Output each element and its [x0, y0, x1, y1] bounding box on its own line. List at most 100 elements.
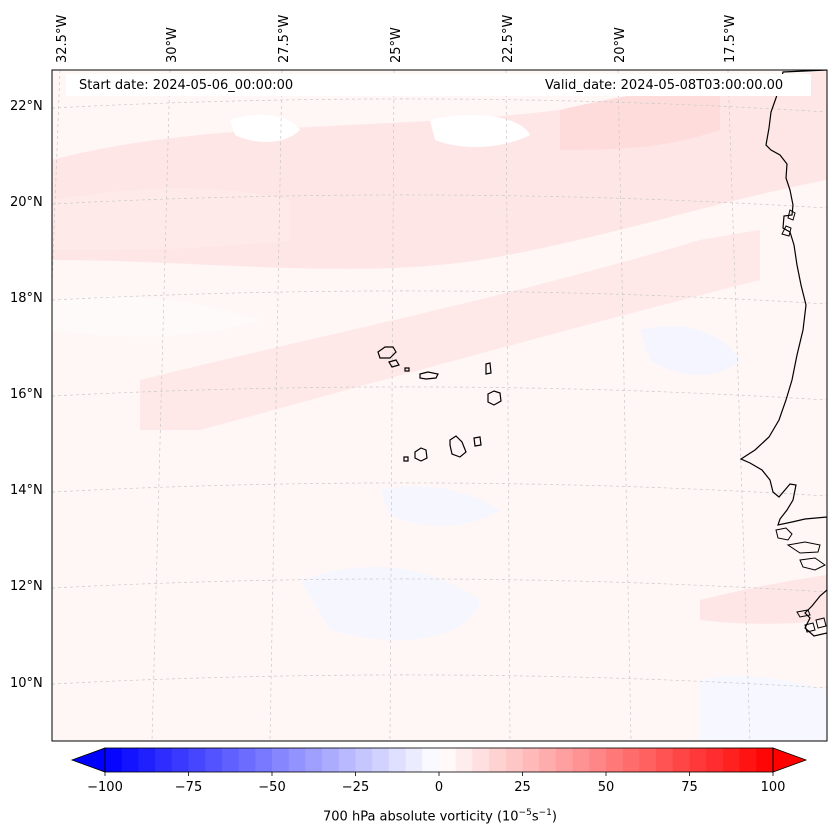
colorbar-segment — [706, 748, 724, 772]
coastal-island — [787, 209, 796, 221]
header-bar — [66, 74, 811, 96]
coastal-inlet — [786, 541, 821, 554]
vorticity-band — [140, 230, 760, 430]
colorbar — [70, 747, 808, 776]
lon-label: 17.5°W — [723, 14, 738, 63]
meridians — [52, 70, 751, 741]
lon-label: 20°W — [613, 27, 628, 63]
colorbar-tick-label: −25 — [341, 780, 370, 795]
colorbar-segment — [756, 748, 774, 772]
colorbar-segment — [555, 748, 574, 772]
colorbar-segment — [188, 748, 206, 772]
colorbar-segment — [472, 748, 490, 772]
bijagos-island — [804, 622, 816, 633]
bijagos-island — [796, 609, 811, 618]
lon-label: 25°W — [389, 27, 404, 63]
vorticity-patch — [230, 114, 300, 142]
valid-date-label: Valid_date: 2024-05-08T03:00:00.00 — [545, 78, 784, 93]
colorbar-segment — [672, 748, 690, 772]
map-frame — [51, 69, 828, 742]
colorbar-segment — [639, 748, 657, 772]
colorbar-segment — [272, 748, 290, 772]
colorbar-extend-low — [70, 747, 106, 773]
colorbar-segment — [121, 748, 139, 772]
colorbar-segment — [171, 748, 189, 772]
colorbar-segment — [105, 748, 123, 772]
colorbar-segment — [439, 748, 457, 772]
parallels — [52, 98, 827, 689]
colorbar-label: 700 hPa absolute vorticity (10−5s−1) — [323, 808, 557, 824]
colorbar-segment — [422, 748, 440, 772]
colorbar-segment — [355, 748, 373, 772]
colorbar-segment — [238, 748, 256, 772]
lat-label: 18°N — [10, 291, 43, 306]
cape-verde-islands — [377, 346, 502, 462]
colorbar-extend-high — [772, 747, 808, 773]
lon-label: 27.5°W — [277, 14, 292, 63]
colorbar-tick-label: −50 — [258, 780, 286, 795]
colorbar-segment — [405, 748, 423, 772]
colorbar-segment — [622, 748, 640, 772]
lat-label: 16°N — [10, 387, 43, 402]
colorbar-segment — [606, 748, 624, 772]
colorbar-segment — [288, 748, 306, 772]
colorbar-segment — [572, 748, 590, 772]
vorticity-band — [700, 575, 827, 624]
lon-label: 32.5°W — [55, 14, 70, 63]
colorbar-label-exp2: −1 — [538, 808, 552, 818]
colorbar-segment — [305, 748, 323, 772]
vorticity-patch — [380, 486, 500, 526]
colorbar-segment — [372, 748, 390, 772]
start-date-label: Start date: 2024-05-06_00:00:00 — [79, 78, 294, 93]
colorbar-label-end: ) — [551, 809, 557, 825]
colorbar-tick-label: 0 — [434, 780, 444, 795]
vorticity-patch — [640, 326, 740, 375]
colorbar-segment — [205, 748, 223, 772]
lat-label: 10°N — [10, 676, 43, 691]
colorbar-label-exp1: −5 — [518, 808, 532, 818]
colorbar-segment — [656, 748, 674, 772]
vorticity-band — [52, 188, 290, 250]
african-coastline — [739, 70, 827, 637]
colorbar-tick-label: 25 — [514, 780, 531, 795]
colorbar-segment — [539, 748, 557, 772]
lat-label: 22°N — [10, 99, 43, 114]
lat-label: 14°N — [10, 483, 43, 498]
colorbar-segment — [505, 748, 523, 772]
colorbar-segment — [522, 748, 540, 772]
coastal-inlet — [799, 557, 826, 571]
coastal-inlet — [775, 527, 793, 541]
lon-label: 30°W — [165, 27, 180, 63]
vorticity-band — [560, 80, 720, 150]
colorbar-segment — [739, 748, 757, 772]
colorbar-segment — [338, 748, 356, 772]
colorbar-label-text: 700 hPa absolute vorticity (10 — [323, 809, 519, 825]
lon-label: 22.5°W — [501, 14, 516, 63]
colorbar-segment — [722, 748, 741, 772]
colorbar-tick-label: 100 — [760, 780, 786, 795]
colorbar-segment — [155, 748, 173, 772]
colorbar-segment — [138, 748, 156, 772]
colorbar-tick-label: −100 — [87, 780, 123, 795]
colorbar-tick-label: 50 — [597, 780, 615, 795]
vorticity-patch — [300, 566, 480, 640]
vorticity-patch — [430, 115, 530, 147]
colorbar-segment — [489, 748, 507, 772]
colorbar-label-mid: s — [531, 809, 539, 825]
bijagos-island — [815, 617, 827, 629]
colorbar-segment — [689, 748, 707, 772]
colorbar-tick-label: −75 — [174, 780, 203, 795]
vorticity-patch — [700, 675, 827, 741]
colorbar-segment — [455, 748, 473, 772]
colorbar-segment — [322, 748, 340, 772]
vorticity-field — [52, 70, 827, 741]
colorbar-tick-label: 75 — [681, 780, 698, 795]
lat-label: 12°N — [10, 579, 43, 594]
colorbar-segment — [255, 748, 273, 772]
vorticity-patch — [52, 296, 260, 337]
lat-label: 20°N — [10, 195, 43, 210]
colorbar-segment — [221, 748, 240, 772]
colorbar-segment — [388, 748, 407, 772]
colorbar-segment — [589, 748, 607, 772]
